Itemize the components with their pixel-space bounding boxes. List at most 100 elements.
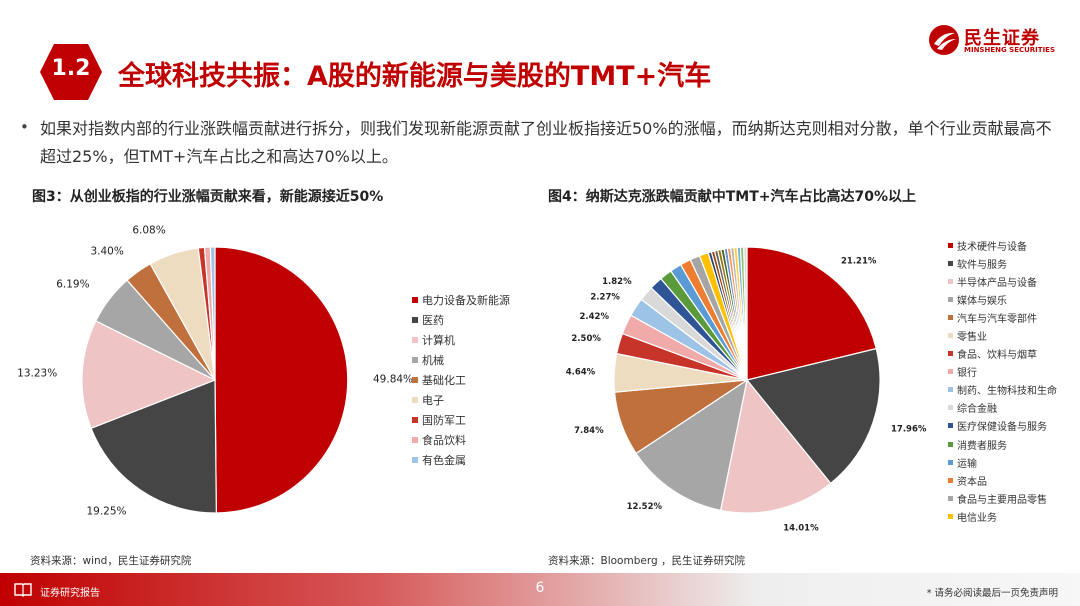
- chart2-slice-0: [746, 246, 877, 381]
- chart2-data-label-2: 14.01%: [783, 524, 819, 534]
- chart2-legend-swatch: [948, 459, 953, 465]
- chart2-legend-item: 软件与服务: [948, 254, 1057, 272]
- page-title: 全球科技共振：A股的新能源与美股的TMT+汽车: [118, 61, 712, 92]
- chart1-legend-label: 有色金属: [422, 454, 466, 467]
- bullet-text: 如果对指数内部的行业涨跌幅贡献进行拆分，则我们发现新能源贡献了创业板指接近50%…: [40, 119, 1052, 166]
- chart2-legend-label: 电信业务: [957, 512, 997, 524]
- chart1-data-label-2: 13.23%: [17, 368, 57, 380]
- chart2-legend-item: 综合金融: [948, 399, 1057, 417]
- chart1-legend-swatch: [412, 457, 418, 463]
- chart1-legend-label: 基础化工: [422, 374, 466, 387]
- chart2-legend-label: 消费者服务: [957, 440, 1007, 452]
- chart2-legend-label: 综合金融: [957, 404, 997, 416]
- chart2-legend-item: 消费者服务: [948, 435, 1057, 453]
- chart2-legend-swatch: [948, 405, 953, 411]
- chart2-legend: 技术硬件与设备 软件与服务半导体产品与设备 媒体与娱乐汽车与汽车零部件 零售业食品、饮…: [948, 236, 1057, 526]
- chart2-legend-label: 汽车与汽车零部件: [957, 313, 1037, 325]
- chart1-legend-swatch: [412, 417, 418, 423]
- page-number: 6: [535, 580, 545, 596]
- figure3-source: 资料来源：wind，民生证券研究院: [30, 555, 192, 567]
- logo-mark-icon: [929, 25, 959, 55]
- chart2-legend-label: 半导体产品与设备: [957, 277, 1037, 289]
- chart1-legend-item: 电子: [412, 390, 510, 410]
- chart1-legend-swatch: [412, 297, 418, 303]
- chart2-legend-swatch: [948, 369, 953, 375]
- chart2-legend-swatch: [948, 387, 953, 393]
- section-badge: 1.2: [40, 44, 102, 100]
- chart1-legend-swatch: [412, 437, 418, 443]
- chart2-legend-swatch: [948, 441, 953, 447]
- chart2-legend-item: 食品、饮料与烟草: [948, 345, 1057, 363]
- chart1-legend-swatch: [412, 397, 418, 403]
- figure3-title: 图3：从创业板指的行业涨幅贡献来看，新能源接近50%: [32, 189, 384, 205]
- chart1-legend: 电力设备及新能源医药计算机机械基础化工电子国防军工食品饮料有色金属: [412, 290, 510, 470]
- chart2-legend-item: 零售业: [948, 326, 1057, 344]
- chart2-legend-item: 媒体与娱乐: [948, 290, 1057, 308]
- figure4-source: 资料来源：Bloomberg ，民生证券研究院: [548, 555, 745, 567]
- chart1-legend-label: 计算机: [422, 334, 455, 347]
- chart1-legend-item: 有色金属: [412, 450, 510, 470]
- chart2-legend-label: 运输: [957, 458, 977, 470]
- section-number: 1.2: [51, 56, 91, 81]
- chart2-legend-label: 技术硬件与设备: [957, 241, 1027, 253]
- chart2-legend-swatch: [948, 513, 953, 519]
- chart1-legend-label: 国防军工: [422, 414, 466, 427]
- chart2-legend-swatch: [948, 278, 953, 284]
- chart1-legend-item: 机械: [412, 350, 510, 370]
- chart2-legend-swatch: [948, 477, 953, 483]
- chart2-slice-1: [745, 347, 881, 485]
- chart1-slice-0: [214, 246, 349, 514]
- footer-bar: 证券研究报告 6 * 请务必阅读最后一页免责声明: [0, 573, 1080, 606]
- chart2-legend-item: 资本品: [948, 471, 1057, 489]
- chart2-data-label-4: 7.84%: [574, 426, 604, 436]
- chart2-legend-label: 医疗保健设备与服务: [957, 422, 1047, 434]
- chart2-data-label-8: 2.27%: [590, 293, 620, 303]
- chart2-slice-2: [719, 378, 832, 514]
- chart1-legend-item: 医药: [412, 310, 510, 330]
- chart2-slice-3: [635, 378, 748, 512]
- chart1-legend-item: 食品饮料: [412, 430, 510, 450]
- chart1-legend-item: 电力设备及新能源: [412, 290, 510, 310]
- chart1-legend-item: 国防军工: [412, 410, 510, 430]
- chart2-legend-item: 制药、生物科技和生命: [948, 381, 1057, 399]
- disclaimer: * 请务必阅读最后一页免责声明: [926, 588, 1058, 599]
- chart2-legend-item: 银行: [948, 363, 1057, 381]
- figure4-title: 图4：纳斯达克涨跌幅贡献中TMT+汽车占比高达70%以上: [548, 189, 917, 205]
- chart2-data-label-0: 21.21%: [841, 256, 877, 266]
- chart1-legend-swatch: [412, 337, 418, 343]
- chart1-legend-label: 电力设备及新能源: [422, 294, 510, 307]
- chart1-legend-swatch: [412, 357, 418, 363]
- chart1-legend-swatch: [412, 377, 418, 383]
- chart1-slice-8: [209, 246, 216, 381]
- brand-name-cn: 民生证券: [964, 28, 1040, 49]
- chart2-legend-swatch: [948, 296, 953, 302]
- chart2-legend-label: 媒体与娱乐: [957, 295, 1007, 307]
- chart2-legend-label: 零售业: [957, 332, 987, 344]
- chart1-legend-item: 基础化工: [412, 370, 510, 390]
- chart1-legend-label: 机械: [422, 354, 444, 367]
- book-icon: [14, 583, 32, 597]
- section-badge-shape: [40, 44, 102, 100]
- chart2-legend-swatch: [948, 242, 953, 248]
- bullet-dot-icon: •: [20, 118, 29, 136]
- chart1-legend-label: 电子: [422, 394, 444, 407]
- chart1-legend-label: 食品饮料: [422, 434, 466, 447]
- chart2-legend-swatch: [948, 260, 953, 266]
- chart2-legend-item: 食品与主要用品零售: [948, 489, 1057, 507]
- chart2-legend-label: 资本品: [957, 476, 987, 488]
- chart2-legend-item: 运输: [948, 453, 1057, 471]
- chart2-legend-label: 食品、饮料与烟草: [957, 350, 1037, 362]
- chart2-legend-swatch: [948, 495, 953, 501]
- chart2-legend-swatch: [948, 351, 953, 357]
- chart2-data-label-5: 4.64%: [566, 368, 596, 378]
- chart2-legend-item: 半导体产品与设备: [948, 272, 1057, 290]
- chart1-data-label-5: 6.08%: [132, 224, 165, 236]
- chart2-legend-label: 软件与服务: [957, 259, 1007, 271]
- chart2-legend-swatch: [948, 333, 953, 339]
- brand-name-en: MINSHENG SECURITIES: [964, 46, 1055, 54]
- chart1-legend-swatch: [412, 317, 418, 323]
- chart1-data-label-0: 49.84%: [373, 374, 413, 386]
- chart2-legend-swatch: [948, 314, 953, 320]
- chart2-data-label-3: 12.52%: [627, 502, 663, 512]
